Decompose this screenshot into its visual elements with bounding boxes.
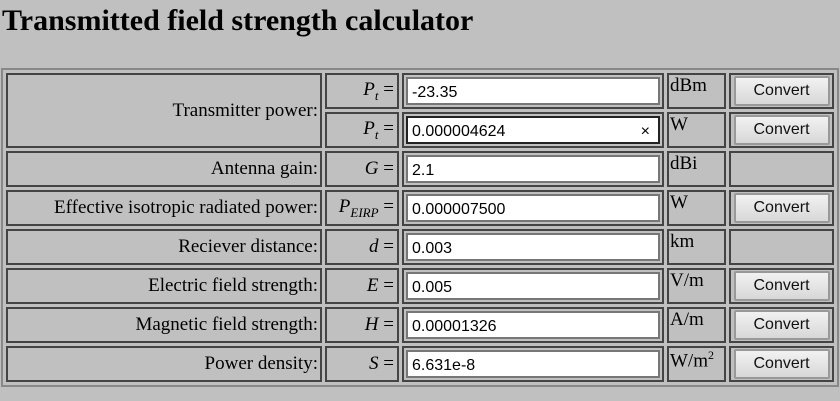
label: Effective isotropic radiated power: (6, 190, 322, 226)
equals-sign: = (383, 158, 394, 179)
equals-sign: = (383, 353, 394, 374)
symbol-subscript: EIRP (350, 204, 379, 220)
row-magnetic-field: Magnetic field strength: H = 0.00001326 A/m… (6, 307, 834, 343)
equals-sign: = (383, 195, 394, 217)
row-electric-field: Electric field strength: E = 0.005 V/m Conve… (6, 268, 834, 304)
transmitter-power-w-input[interactable]: 0.000004624 × (406, 116, 660, 144)
calculator-table: Transmitter power: Pt = -23.35 dBm Convert Pt… (1, 68, 839, 387)
row-eirp: Effective isotropic radiated power: PEIRP… (6, 190, 834, 226)
unit: dBm (667, 73, 726, 109)
equals-sign: = (383, 236, 394, 257)
symbol-letter: P (338, 195, 351, 217)
symbol-letter: E (366, 275, 379, 296)
unit: km (667, 229, 726, 265)
symbol-letter: P (363, 117, 375, 139)
equals-sign: = (383, 275, 394, 296)
electric-field-convert-button[interactable]: Convert (733, 271, 830, 301)
unit-superscript: 2 (708, 348, 714, 362)
label: Power density: (6, 346, 322, 382)
symbol: G = (325, 151, 399, 187)
row-transmitter-power-w: Pt = 0.000004624 × W Convert (6, 112, 834, 148)
unit: dBi (667, 151, 726, 187)
input-value: 0.000004624 (412, 123, 506, 140)
symbol-subscript: t (374, 126, 379, 142)
input-value: 2.1 (412, 162, 435, 179)
symbol: Pt = (325, 112, 399, 148)
unit-text: dBi (670, 153, 698, 174)
row-power-density: Power density: S = 6.631e-8 W/m2 Convert (6, 346, 834, 382)
label: Antenna gain: (6, 151, 322, 187)
unit-text: W (670, 114, 688, 135)
input-value: 0.00001326 (412, 318, 497, 335)
symbol-letter: d (369, 236, 379, 257)
magnetic-field-convert-button[interactable]: Convert (733, 310, 830, 340)
page-title: Transmitted field strength calculator (2, 4, 474, 37)
equals-sign: = (383, 78, 394, 100)
unit: A/m (667, 307, 726, 343)
eirp-convert-button[interactable]: Convert (733, 193, 830, 223)
row-transmitter-power-dbm: Transmitter power: Pt = -23.35 dBm Convert (6, 73, 834, 148)
transmitter-power-dbm-input[interactable]: -23.35 (406, 77, 660, 105)
symbol-letter: G (364, 158, 379, 179)
unit: W (667, 190, 726, 226)
symbol-letter: S (369, 353, 379, 374)
unit-text: V/m (670, 270, 704, 291)
row-receiver-distance: Reciever distance: d = 0.003 km (6, 229, 834, 265)
unit-text: W (670, 192, 688, 213)
input-value: -23.35 (412, 84, 458, 101)
unit: W (667, 112, 726, 148)
magnetic-field-input[interactable]: 0.00001326 (406, 311, 660, 339)
receiver-distance-input[interactable]: 0.003 (406, 233, 660, 261)
unit: V/m (667, 268, 726, 304)
unit-text: dBm (670, 75, 707, 96)
unit: W/m2 (667, 346, 726, 382)
symbol: d = (325, 229, 399, 265)
input-value: 0.000007500 (412, 201, 506, 218)
symbol-subscript: t (374, 87, 379, 103)
power-density-convert-button[interactable]: Convert (733, 349, 830, 379)
equals-sign: = (383, 314, 394, 335)
eirp-input[interactable]: 0.000007500 (406, 194, 660, 222)
input-value: 6.631e-8 (412, 357, 476, 374)
unit-text: km (670, 231, 695, 252)
transmitter-power-dbm-convert-button[interactable]: Convert (733, 76, 830, 106)
label: Transmitter power: (6, 73, 322, 148)
label: Magnetic field strength: (6, 307, 322, 343)
label: Reciever distance: (6, 229, 322, 265)
symbol: E = (325, 268, 399, 304)
symbol-letter: P (363, 78, 375, 100)
antenna-gain-input[interactable]: 2.1 (406, 155, 660, 183)
power-density-input[interactable]: 6.631e-8 (406, 350, 660, 378)
input-value: 0.003 (412, 240, 453, 257)
row-antenna-gain: Antenna gain: G = 2.1 dBi (6, 151, 834, 187)
symbol: Pt = (325, 73, 399, 109)
clear-icon[interactable]: × (640, 123, 650, 140)
unit-text: A/m (670, 309, 704, 330)
symbol: H = (325, 307, 399, 343)
label: Electric field strength: (6, 268, 322, 304)
input-value: 0.005 (412, 279, 453, 296)
symbol-letter: H (364, 314, 379, 335)
symbol: S = (325, 346, 399, 382)
unit-text: W/m (670, 350, 708, 372)
equals-sign: = (383, 117, 394, 139)
transmitter-power-w-convert-button[interactable]: Convert (733, 115, 830, 145)
symbol: PEIRP = (325, 190, 399, 226)
electric-field-input[interactable]: 0.005 (406, 272, 660, 300)
